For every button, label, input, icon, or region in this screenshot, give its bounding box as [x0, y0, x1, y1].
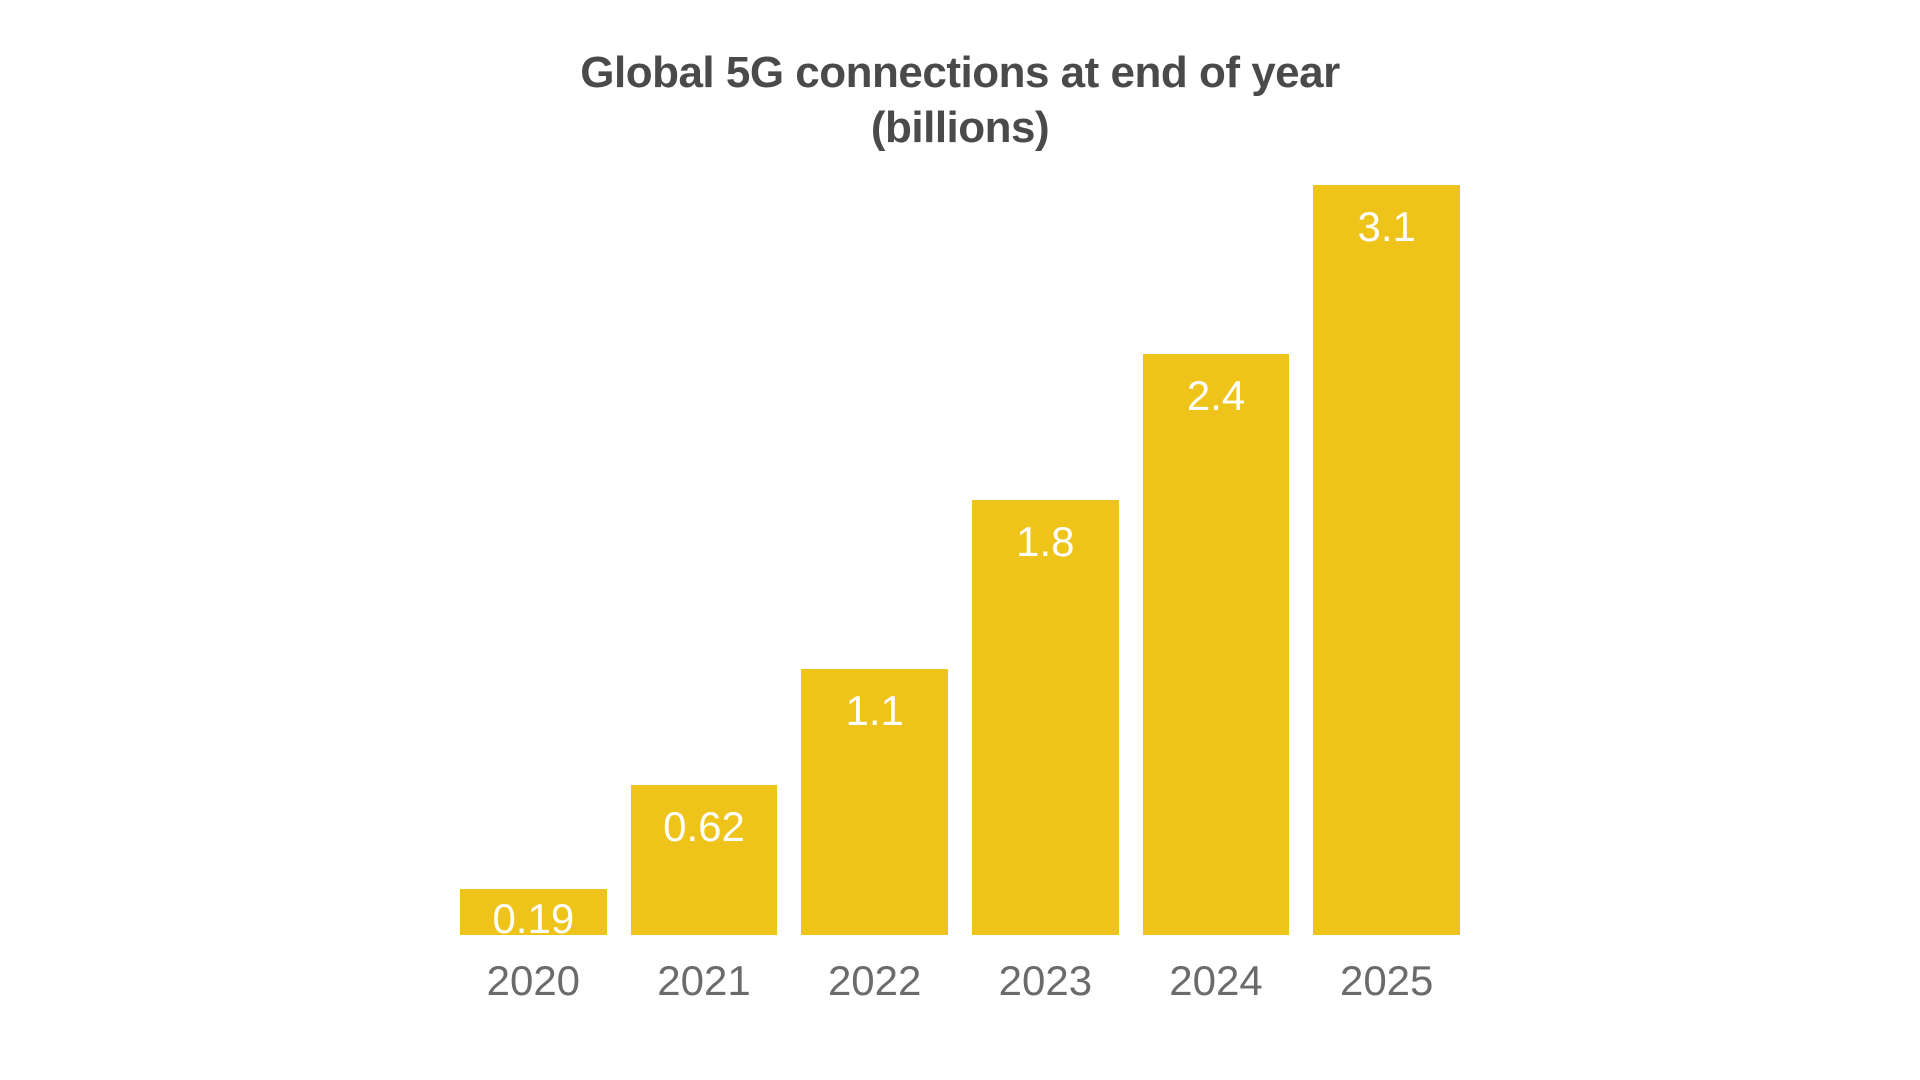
chart-container: Global 5G connections at end of year (bi… [460, 45, 1460, 980]
bar: 0.19 [460, 889, 607, 935]
bar-group: 2.4 [1143, 354, 1290, 935]
chart-title-line1: Global 5G connections at end of year [580, 48, 1340, 97]
bar: 1.8 [972, 500, 1119, 935]
bar: 3.1 [1313, 185, 1460, 935]
bar-group: 1.1 [801, 669, 948, 935]
x-tick-label: 2024 [1143, 957, 1290, 1005]
bar-value-label: 1.8 [1016, 518, 1074, 566]
bar-group: 1.8 [972, 500, 1119, 935]
bar: 2.4 [1143, 354, 1290, 935]
x-tick-label: 2023 [972, 957, 1119, 1005]
x-tick-label: 2022 [801, 957, 948, 1005]
x-tick-label: 2021 [631, 957, 778, 1005]
plot-area: 0.19 0.62 1.1 1.8 2.4 3.1 [460, 185, 1460, 935]
bar-group: 0.19 [460, 889, 607, 935]
x-tick-label: 2020 [460, 957, 607, 1005]
bar-value-label: 0.62 [663, 803, 745, 851]
bar-value-label: 1.1 [845, 687, 903, 735]
bar-value-label: 3.1 [1358, 203, 1416, 251]
bar-group: 3.1 [1313, 185, 1460, 935]
bar-value-label: 0.19 [492, 895, 574, 943]
chart-title: Global 5G connections at end of year (bi… [460, 45, 1460, 155]
bar-group: 0.62 [631, 785, 778, 935]
x-tick-label: 2025 [1313, 957, 1460, 1005]
bar: 1.1 [801, 669, 948, 935]
bar: 0.62 [631, 785, 778, 935]
bar-value-label: 2.4 [1187, 372, 1245, 420]
x-axis: 2020 2021 2022 2023 2024 2025 [460, 957, 1460, 1005]
chart-title-line2: (billions) [871, 103, 1049, 152]
